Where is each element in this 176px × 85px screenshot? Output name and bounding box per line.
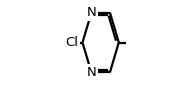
Text: N: N — [87, 66, 96, 79]
Text: N: N — [87, 6, 96, 19]
Text: Cl: Cl — [65, 36, 78, 49]
